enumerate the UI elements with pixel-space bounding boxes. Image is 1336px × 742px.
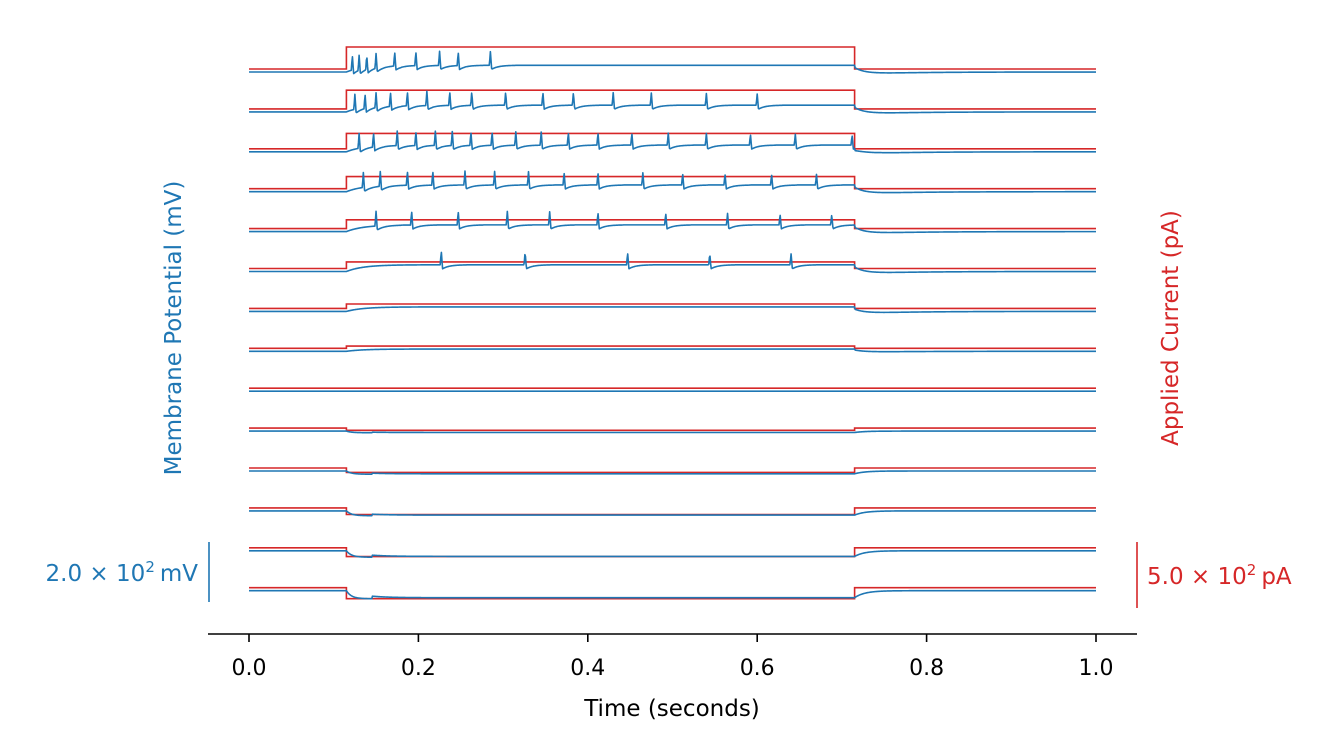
sweep-8	[248, 345, 1097, 353]
voltage-scale-label: 2.0 × 102 mV	[46, 558, 199, 587]
voltage-trace-8	[248, 348, 1097, 353]
current-trace-14	[249, 586, 1096, 600]
current-trace-4	[249, 175, 1096, 190]
voltage-trace-3	[248, 130, 1097, 154]
voltage-trace-12	[248, 510, 1097, 517]
voltage-trace-5	[248, 210, 1097, 234]
sweep-traces	[248, 46, 1097, 600]
x-axis-ticks: 0.0 0.2 0.4 0.6 0.8 1.0	[232, 634, 1114, 681]
current-scale-base: 10	[1217, 564, 1246, 590]
sweep-2	[248, 89, 1097, 114]
voltage-scale-exponent: 2	[145, 558, 155, 576]
voltage-trace-4	[248, 170, 1097, 194]
voltage-scale-mantissa: 2.0	[46, 561, 83, 587]
current-trace-8	[249, 345, 1096, 350]
sweep-5	[248, 210, 1097, 234]
sweep-9	[248, 387, 1097, 393]
voltage-trace-1	[248, 50, 1097, 75]
voltage-trace-11	[248, 470, 1097, 476]
sweep-10	[248, 427, 1097, 434]
right-axis-title: Applied Current (pA)	[1158, 210, 1184, 446]
x-tick-label: 0.4	[570, 656, 605, 681]
current-scale-times: ×	[1184, 564, 1218, 590]
current-trace-5	[249, 219, 1096, 230]
voltage-trace-7	[248, 306, 1097, 314]
current-trace-6	[249, 261, 1096, 270]
sweep-14	[248, 586, 1097, 600]
left-axis-title: Membrane Potential (mV)	[161, 181, 187, 476]
current-trace-2	[249, 89, 1096, 110]
voltage-trace-13	[248, 549, 1097, 559]
sweep-12	[248, 507, 1097, 517]
current-trace-1	[249, 46, 1096, 70]
current-scale-label: 5.0 × 102 pA	[1147, 561, 1292, 590]
x-tick-label: 0.2	[401, 656, 436, 681]
x-tick-label: 0.8	[909, 656, 944, 681]
current-trace-11	[249, 467, 1096, 474]
x-tick-label: 0.6	[740, 656, 775, 681]
voltage-trace-2	[248, 90, 1097, 114]
current-trace-7	[249, 303, 1096, 310]
x-tick-label: 1.0	[1079, 656, 1114, 681]
x-tick-label: 0.0	[232, 656, 267, 681]
voltage-scale-unit: mV	[160, 561, 198, 587]
sweep-7	[248, 303, 1097, 314]
voltage-trace-14	[248, 589, 1097, 600]
voltage-scale-base: 10	[116, 561, 145, 587]
sweep-3	[248, 130, 1097, 154]
current-trace-10	[249, 427, 1096, 432]
voltage-trace-10	[248, 430, 1097, 434]
current-trace-3	[249, 132, 1096, 150]
voltage-scale-times: ×	[82, 561, 116, 587]
x-axis-title: Time (seconds)	[583, 696, 760, 722]
sweep-13	[248, 547, 1097, 559]
current-scale-mantissa: 5.0	[1147, 564, 1184, 590]
sweep-4	[248, 170, 1097, 194]
sweep-11	[248, 467, 1097, 476]
current-scale-unit: pA	[1261, 564, 1292, 590]
sweep-6	[248, 251, 1097, 274]
sweep-1	[248, 46, 1097, 75]
current-scale-exponent: 2	[1247, 561, 1257, 579]
voltage-trace-6	[248, 251, 1097, 274]
